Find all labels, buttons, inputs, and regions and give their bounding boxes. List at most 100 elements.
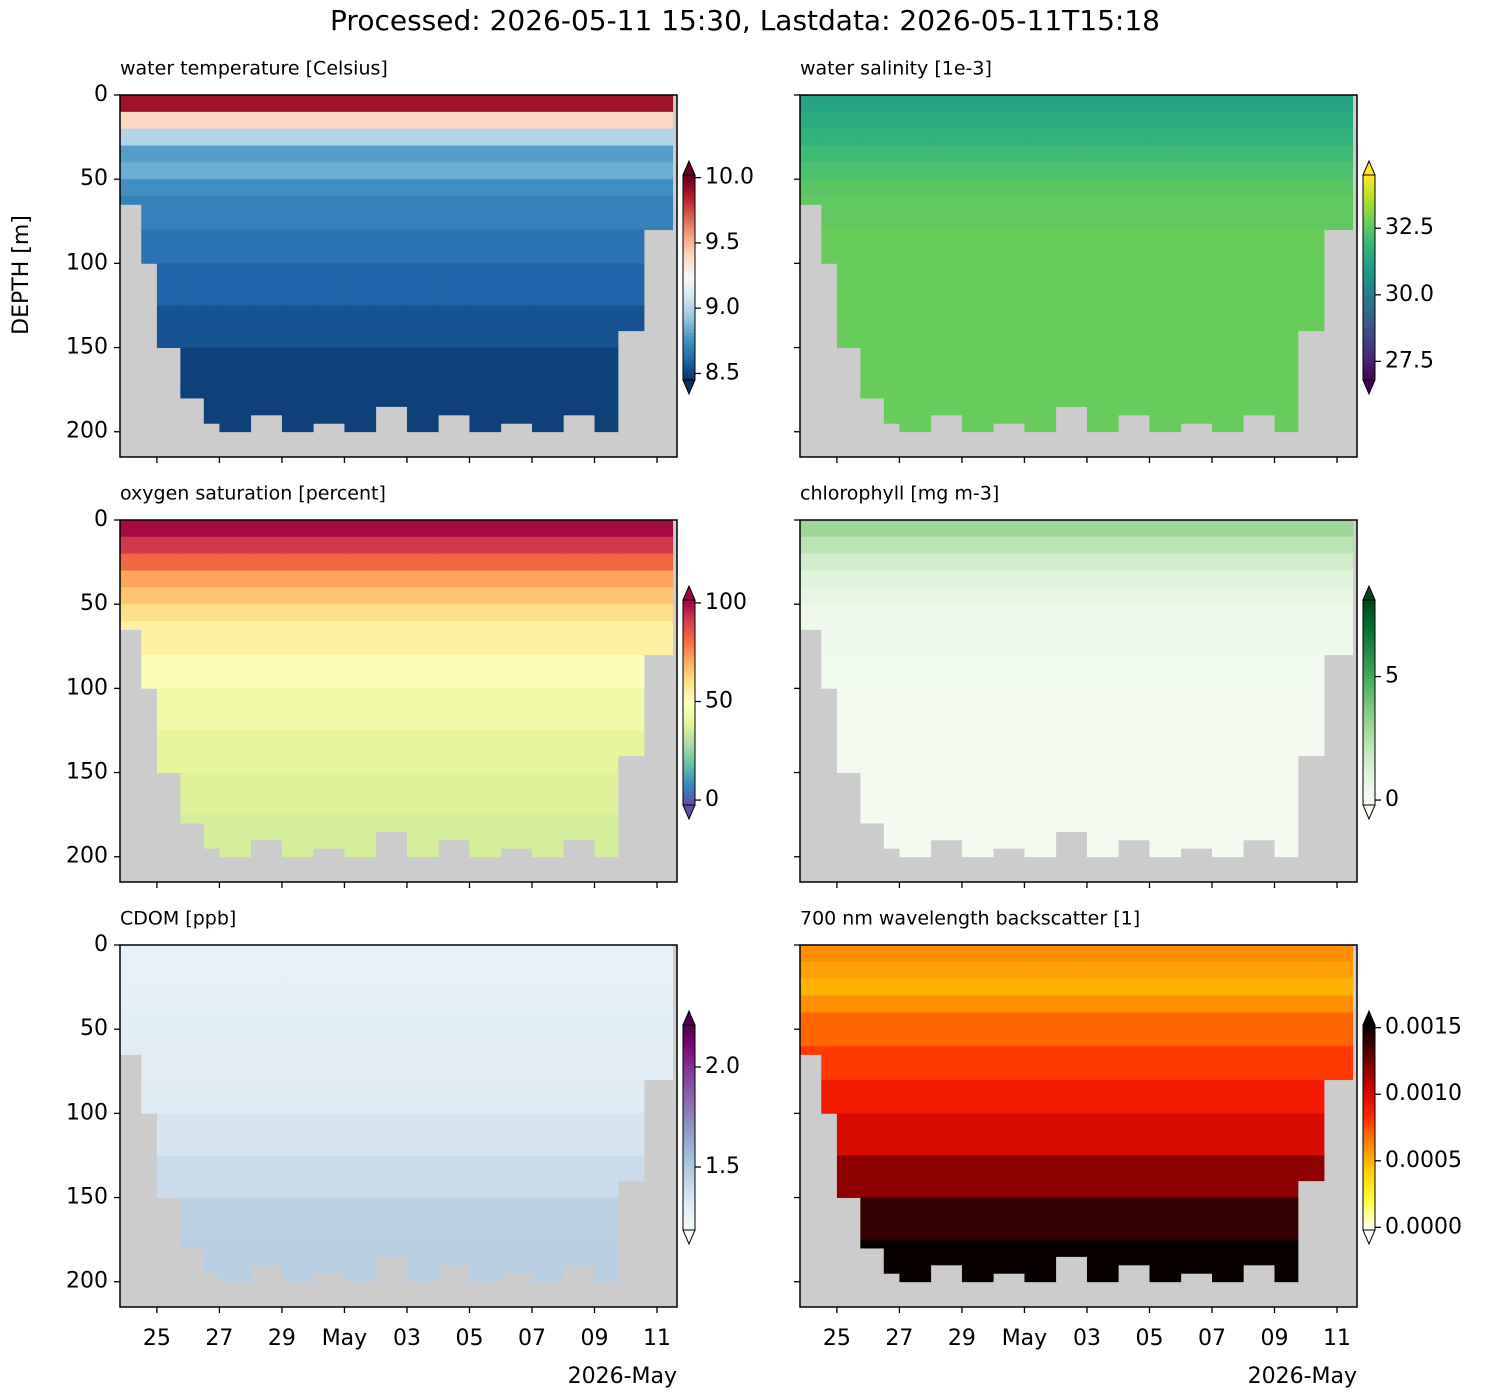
colorbar-segment: [1363, 658, 1375, 662]
cell: [180, 229, 205, 264]
cell: [617, 520, 645, 538]
cell: [531, 305, 564, 348]
cell: [993, 688, 1025, 731]
cell: [469, 305, 502, 348]
x-tick-label: 25: [823, 1326, 851, 1351]
cell: [563, 961, 595, 980]
cell: [1243, 654, 1275, 689]
cell: [617, 196, 645, 231]
cell: [203, 536, 220, 555]
cell: [1086, 1012, 1119, 1030]
cell: [250, 229, 283, 264]
colorbar-tick-label: 0.0010: [1385, 1081, 1462, 1106]
cell: [438, 162, 470, 180]
cell: [930, 961, 963, 980]
cell: [860, 1197, 885, 1241]
cell: [1274, 945, 1299, 963]
axes-frame: [119, 519, 678, 883]
cell: [617, 1079, 645, 1114]
cell: [899, 587, 932, 605]
cell: [594, 814, 619, 858]
cell: [563, 688, 595, 731]
cell: [563, 814, 595, 841]
cell: [1118, 95, 1150, 113]
colorbar-segment: [1363, 1100, 1375, 1105]
colorbar-frame: [682, 1024, 696, 1231]
cell: [1055, 95, 1088, 113]
cell: [531, 145, 564, 163]
cell: [1149, 162, 1182, 180]
cell: [1243, 995, 1275, 1013]
cell: [406, 162, 439, 180]
cell: [930, 1079, 963, 1114]
cell: [930, 520, 963, 538]
cell: [1211, 347, 1244, 391]
cell: [203, 95, 220, 113]
colorbar-segment: [1363, 321, 1375, 326]
colorbar-segment: [1363, 671, 1375, 676]
cell: [406, 128, 439, 146]
cell: [883, 111, 900, 130]
colorbar-segment: [1363, 692, 1375, 697]
cell: [930, 553, 963, 571]
cell: [531, 1239, 564, 1283]
cell: [313, 162, 345, 180]
colorbar-segment: [1363, 1066, 1375, 1070]
y-tick-label: 200: [66, 419, 108, 444]
colorbar-segment: [1363, 1134, 1375, 1139]
colorbar-segment: [683, 757, 695, 762]
colorbar-segment: [1363, 1209, 1375, 1214]
cell: [375, 1012, 408, 1030]
colorbar-segment: [683, 1066, 695, 1070]
cell: [594, 772, 619, 816]
cell: [644, 995, 674, 1013]
cell: [644, 196, 674, 231]
cell: [644, 1046, 674, 1081]
cell: [836, 1012, 861, 1030]
cell: [438, 995, 470, 1013]
cell: [1024, 1197, 1057, 1241]
cell: [375, 654, 408, 689]
cell: [1211, 111, 1244, 130]
cell: [1297, 145, 1325, 163]
cell: [993, 553, 1025, 571]
x-tick-label: 07: [1198, 1326, 1226, 1351]
cell: [281, 1046, 314, 1081]
cell: [1180, 1029, 1213, 1047]
cell: [821, 961, 838, 980]
cell: [344, 162, 377, 180]
panel-title: water salinity [1e-3]: [800, 58, 992, 80]
cell: [219, 945, 252, 963]
cell: [469, 111, 502, 130]
cell: [1211, 814, 1244, 858]
cell: [1180, 814, 1213, 849]
cell: [860, 570, 885, 588]
cell: [469, 730, 502, 773]
cell: [1086, 978, 1119, 996]
colorbar-segment: [1363, 1038, 1375, 1043]
cell: [836, 1046, 861, 1081]
cell: [1211, 1012, 1244, 1030]
cell: [469, 553, 502, 571]
cell: [961, 305, 994, 348]
cell: [1297, 162, 1325, 180]
cell: [563, 553, 595, 571]
cell: [1118, 1046, 1150, 1081]
cell: [961, 814, 994, 858]
cell: [800, 978, 822, 996]
colorbar-segment: [683, 239, 695, 244]
cell: [1149, 1029, 1182, 1047]
cell: [344, 1079, 377, 1114]
cell: [141, 945, 158, 963]
cell: [1274, 1113, 1299, 1156]
colorbar-segment: [683, 1182, 695, 1187]
colorbar-segment: [1363, 1072, 1375, 1077]
colorbar-segment: [1363, 1117, 1375, 1122]
cell: [203, 772, 220, 816]
cell: [1024, 604, 1057, 622]
cell: [961, 654, 994, 689]
colorbar-segment: [683, 1141, 695, 1146]
cell: [313, 347, 345, 391]
cell: [141, 961, 158, 980]
cell: [563, 520, 595, 538]
